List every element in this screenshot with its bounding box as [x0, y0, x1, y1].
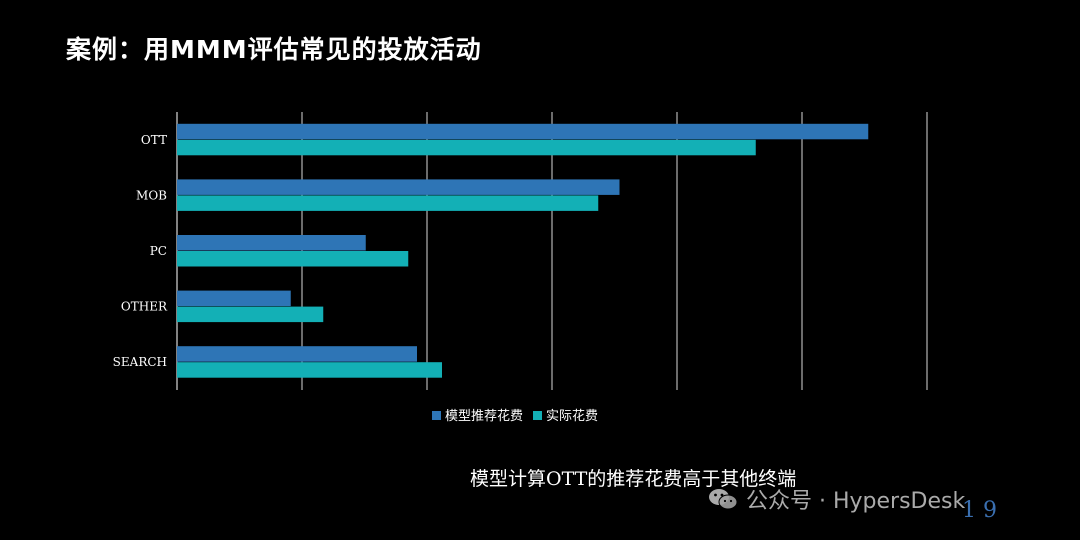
bar-pc-series-1 [177, 235, 366, 251]
category-label: OTT [141, 133, 167, 147]
legend-swatch [533, 411, 542, 420]
bar-ott-series-1 [177, 123, 869, 140]
bars [177, 123, 869, 378]
watermark: 公众号 · HypersDesk [708, 483, 965, 515]
legend: 模型推荐花费 实际花费 [432, 408, 598, 424]
page-logo: 1 9 [962, 498, 997, 523]
category-label: OTHER [121, 300, 168, 314]
bar-mob-series-1 [177, 179, 620, 195]
category-label: SEARCH [113, 355, 167, 369]
bar-mob-series-2 [177, 195, 599, 211]
watermark-text: 公众号 · HypersDesk [746, 489, 966, 514]
legend-label: 实际花费 [546, 408, 598, 424]
bar-search-series-2 [177, 362, 442, 378]
slide-caption: 模型计算OTT的推荐花费高于其他终端 [470, 468, 797, 490]
wechat-icon [708, 487, 738, 511]
bar-ott-series-2 [177, 139, 756, 156]
category-label: MOB [136, 188, 167, 202]
legend-label: 模型推荐花费 [445, 408, 523, 424]
legend-swatch [432, 411, 441, 420]
category-labels: OTT MOB PC OTHER SEARCH [113, 133, 168, 369]
category-label: PC [150, 244, 167, 258]
bar-other-series-1 [177, 290, 291, 307]
bar-search-series-1 [177, 346, 417, 362]
slide-title: 案例：用MMM评估常见的投放活动 [66, 35, 482, 64]
bar-pc-series-2 [177, 251, 409, 267]
bar-other-series-2 [177, 306, 324, 323]
